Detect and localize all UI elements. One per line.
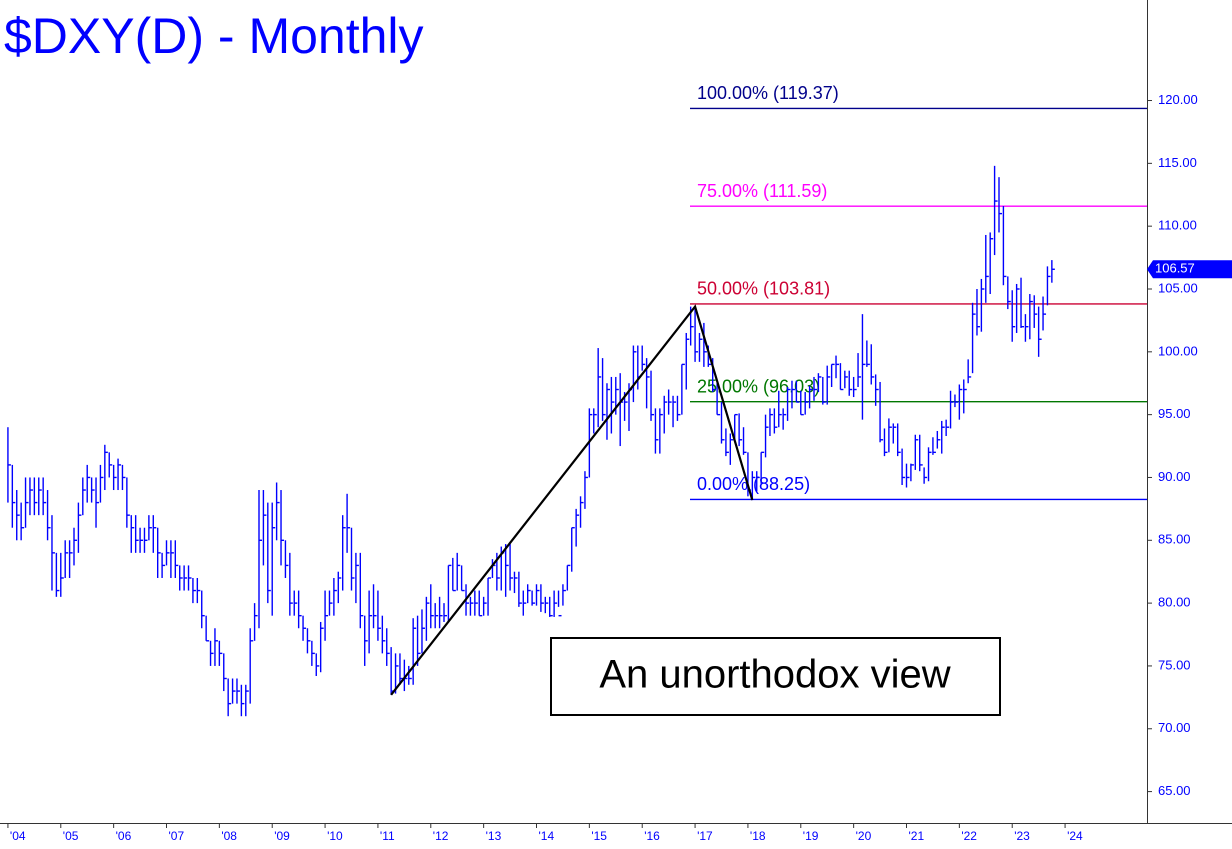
y-tick-label: 90.00 [1158,469,1191,484]
y-tick-label: 95.00 [1158,406,1191,421]
y-tick-label: 110.00 [1158,218,1197,233]
x-tick-label: '09 [274,829,290,843]
x-tick-label: '21 [909,829,925,843]
price-tag-label: 106.57 [1155,261,1195,276]
y-tick-label: 70.00 [1158,720,1191,735]
annotation-box [550,637,1001,716]
x-tick-label: '15 [591,829,607,843]
y-tick-label: 100.00 [1158,343,1198,358]
y-tick-label: 65.00 [1158,783,1191,798]
x-tick-label: '17 [697,829,713,843]
x-tick-label: '14 [539,829,555,843]
level-label: 0.00% (88.25) [697,474,810,494]
y-tick-label: 120.00 [1158,92,1198,107]
trendline [390,304,754,696]
price-tag [1147,260,1232,279]
x-tick-label: '20 [856,829,872,843]
y-tick-label: 115.00 [1158,155,1197,170]
level-label: 25.00% (96.03) [697,376,820,396]
plot: 65.00 70.00 75.00 80.00 85.00 90.00 95.00 100.0… [7,83,1232,843]
x-tick-label: '23 [1014,829,1030,843]
level-label: 50.00% (103.81) [697,279,830,299]
level-label: 100.00% (119.37) [697,83,839,103]
y-tick-label: 85.00 [1158,532,1191,547]
x-tick-label: '12 [433,829,449,843]
x-tick-label: '24 [1067,829,1083,843]
annotation: An unorthodox view [599,653,950,697]
x-tick-label: '16 [644,829,660,843]
x-tick-label: '22 [961,829,977,843]
chart-title: $DXY(D) - Monthly [4,8,424,64]
y-tick-label: 75.00 [1158,657,1191,672]
y-tick-label: 105.00 [1158,280,1198,295]
x-tick-label: '11 [380,829,395,843]
x-tick-label: '05 [63,829,79,843]
level-label: 75.00% (111.59) [697,181,827,201]
x-tick-label: '18 [750,829,766,843]
x-tick-label: '13 [486,829,502,843]
x-tick-label: '06 [116,829,132,843]
x-tick-label: '07 [169,829,185,843]
x-tick-label: '10 [327,829,343,843]
x-tick-label: '08 [221,829,237,843]
y-tick-label: 80.00 [1158,595,1191,610]
x-tick-label: '19 [803,829,819,843]
x-tick-label: '04 [10,829,26,843]
